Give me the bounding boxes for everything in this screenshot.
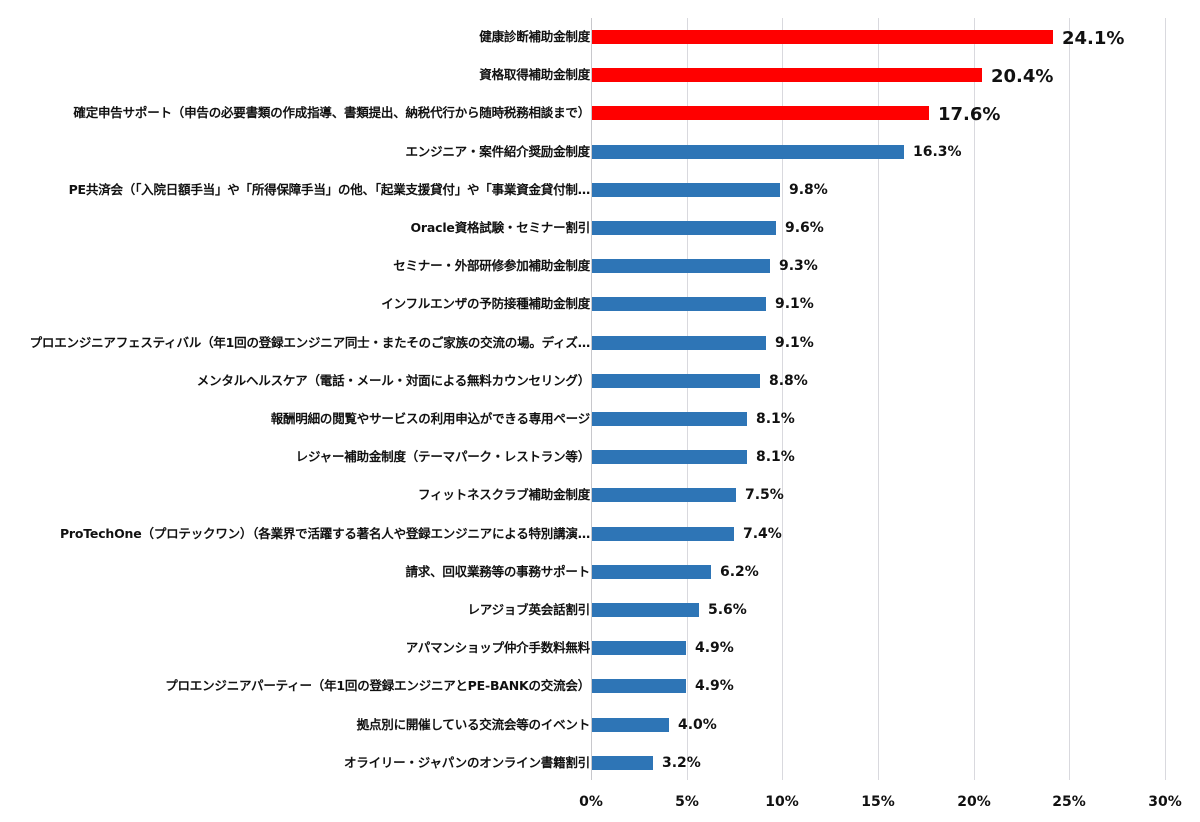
bar-row: 請求、回収業務等の事務サポート 6.2%: [0, 553, 1200, 591]
category-label: インフルエンザの予防接種補助金制度: [381, 296, 590, 311]
bar-row: 拠点別に開催している交流会等のイベント 4.0%: [0, 706, 1200, 744]
bar-row: ProTechOne（プロテックワン）（各業界で活躍する著名人や登録エンジニアに…: [0, 515, 1200, 553]
bar: [592, 183, 780, 197]
bar: [592, 145, 904, 159]
bar-row: セミナー・外部研修参加補助金制度 9.3%: [0, 247, 1200, 285]
bar-row: レジャー補助金制度（テーマパーク・レストラン等） 8.1%: [0, 438, 1200, 476]
category-label: フィットネスクラブ補助金制度: [418, 487, 590, 502]
value-label: 4.0%: [678, 717, 717, 733]
x-tick-label: 20%: [957, 794, 991, 810]
value-label: 20.4%: [991, 66, 1054, 87]
value-label: 8.1%: [756, 411, 795, 427]
value-label: 3.2%: [662, 755, 701, 771]
category-label: プロエンジニアパーティー（年1回の登録エンジニアとPE-BANKの交流会）: [165, 678, 590, 693]
bar-row: プロエンジニアパーティー（年1回の登録エンジニアとPE-BANKの交流会） 4.9…: [0, 667, 1200, 705]
value-label: 4.9%: [695, 640, 734, 656]
x-tick-label: 15%: [861, 794, 895, 810]
bar-row: 資格取得補助金制度 20.4%: [0, 56, 1200, 94]
bar: [592, 297, 766, 311]
value-label: 7.5%: [745, 487, 784, 503]
bar: [592, 718, 669, 732]
value-label: 9.3%: [779, 258, 818, 274]
value-label: 17.6%: [938, 104, 1001, 125]
x-tick-label: 10%: [765, 794, 799, 810]
bar: [592, 565, 711, 579]
bar-row: 報酬明細の閲覧やサービスの利用申込ができる専用ページ 8.1%: [0, 400, 1200, 438]
bar: [592, 641, 686, 655]
category-label: ProTechOne（プロテックワン）（各業界で活躍する著名人や登録エンジニアに…: [59, 526, 590, 541]
bar-row: プロエンジニアフェスティバル（年1回の登録エンジニア同士・またそのご家族の交流の…: [0, 324, 1200, 362]
value-label: 8.8%: [769, 373, 808, 389]
category-label: アパマンショップ仲介手数料無料: [405, 640, 590, 655]
value-label: 9.6%: [785, 220, 824, 236]
bar: [592, 221, 776, 235]
gridline: [1165, 18, 1166, 780]
category-label: Oracle資格試験・セミナー割引: [410, 220, 591, 235]
category-label: エンジニア・案件紹介奨励金制度: [405, 144, 590, 159]
y-axis-line: [591, 18, 592, 780]
category-label: レアジョブ英会話割引: [467, 602, 590, 617]
gridline: [1069, 18, 1070, 780]
bar-row: オライリー・ジャパンのオンライン書籍割引 3.2%: [0, 744, 1200, 782]
bar: [592, 374, 760, 388]
bar: [592, 756, 653, 770]
value-label: 9.8%: [789, 182, 828, 198]
bar-row: アパマンショップ仲介手数料無料 4.9%: [0, 629, 1200, 667]
category-label: 請求、回収業務等の事務サポート: [405, 564, 590, 579]
category-label: 健康診断補助金制度: [479, 29, 590, 44]
value-label: 6.2%: [720, 564, 759, 580]
highlighted-bar: [592, 68, 982, 82]
bar: [592, 527, 734, 541]
category-label: 確定申告サポート（申告の必要書類の作成指導、書類提出、納税代行から随時税務相談ま…: [73, 105, 590, 120]
value-label: 7.4%: [743, 526, 782, 542]
bar-row: メンタルヘルスケア（電話・メール・対面による無料カウンセリング） 8.8%: [0, 362, 1200, 400]
category-label: PE共済会（「入院日額手当」や「所得保障手当」の他、「起業支援貸付」や「事業資金…: [68, 182, 591, 197]
value-label: 9.1%: [775, 296, 814, 312]
value-label: 5.6%: [708, 602, 747, 618]
value-label: 9.1%: [775, 335, 814, 351]
gridline: [878, 18, 879, 780]
highlighted-bar: [592, 106, 929, 120]
bar-row: Oracle資格試験・セミナー割引 9.6%: [0, 209, 1200, 247]
bar-row: インフルエンザの予防接種補助金制度 9.1%: [0, 285, 1200, 323]
value-label: 24.1%: [1062, 28, 1125, 49]
bar-row: レアジョブ英会話割引 5.6%: [0, 591, 1200, 629]
category-label: 拠点別に開催している交流会等のイベント: [356, 717, 591, 732]
gridline: [687, 18, 688, 780]
gridline: [974, 18, 975, 780]
highlighted-bar: [592, 30, 1053, 44]
x-tick-label: 30%: [1148, 794, 1182, 810]
bar-row: 健康診断補助金制度 24.1%: [0, 18, 1200, 56]
bar-row: PE共済会（「入院日額手当」や「所得保障手当」の他、「起業支援貸付」や「事業資金…: [0, 171, 1200, 209]
x-tick-label: 5%: [675, 794, 699, 810]
bar: [592, 488, 736, 502]
bar: [592, 259, 770, 273]
value-label: 8.1%: [756, 449, 795, 465]
bar: [592, 450, 747, 464]
value-label: 4.9%: [695, 678, 734, 694]
category-label: プロエンジニアフェスティバル（年1回の登録エンジニア同士・またそのご家族の交流の…: [29, 335, 591, 350]
category-label: オライリー・ジャパンのオンライン書籍割引: [343, 755, 590, 770]
bar: [592, 336, 766, 350]
bar: [592, 679, 686, 693]
category-label: 報酬明細の閲覧やサービスの利用申込ができる専用ページ: [270, 411, 591, 426]
bar-row: エンジニア・案件紹介奨励金制度 16.3%: [0, 133, 1200, 171]
category-label: セミナー・外部研修参加補助金制度: [393, 258, 590, 273]
gridline: [782, 18, 783, 780]
bar-row: 確定申告サポート（申告の必要書類の作成指導、書類提出、納税代行から随時税務相談ま…: [0, 94, 1200, 132]
category-label: 資格取得補助金制度: [479, 67, 590, 82]
bar: [592, 412, 747, 426]
bar-row: フィットネスクラブ補助金制度 7.5%: [0, 476, 1200, 514]
bar: [592, 603, 699, 617]
category-label: レジャー補助金制度（テーマパーク・レストラン等）: [295, 449, 591, 464]
x-tick-label: 0%: [579, 794, 603, 810]
category-label: メンタルヘルスケア（電話・メール・対面による無料カウンセリング）: [196, 373, 590, 388]
value-label: 16.3%: [913, 144, 962, 160]
x-tick-label: 25%: [1052, 794, 1086, 810]
